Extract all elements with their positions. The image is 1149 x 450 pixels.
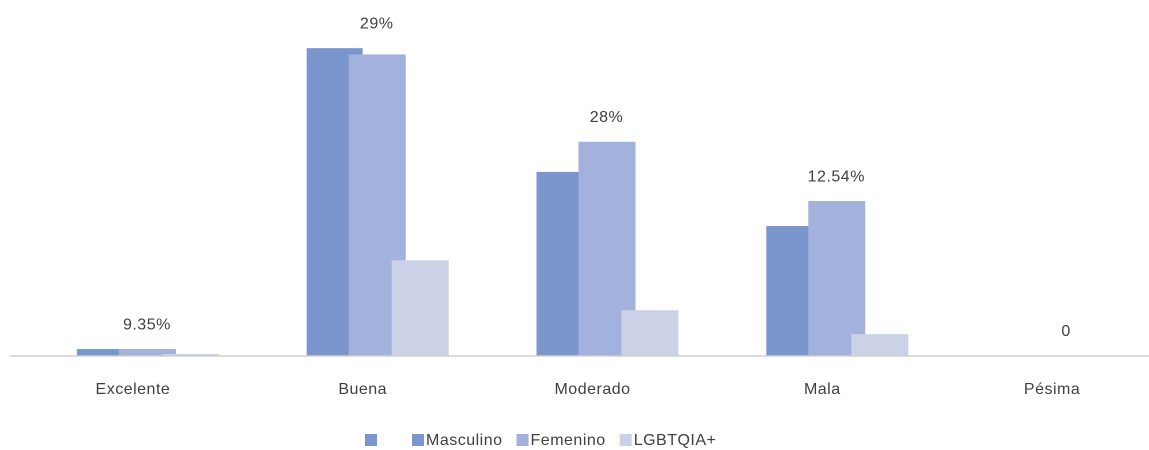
x-tick-label: Pésima (1024, 381, 1080, 398)
legend-swatch (365, 434, 377, 446)
bar (851, 334, 909, 356)
data-label: 28% (590, 109, 624, 126)
legend-label: LGBTQIA+ (634, 432, 717, 449)
data-label: 12.54% (808, 168, 865, 185)
legend-swatch (516, 434, 529, 446)
bar (391, 260, 449, 356)
legend-label: Femenino (531, 432, 606, 449)
data-label: 0 (1061, 323, 1070, 340)
legend-swatch (619, 434, 632, 446)
x-tick-label: Excelente (96, 381, 171, 398)
bar (76, 349, 133, 356)
legend-label: Masculino (426, 432, 503, 449)
x-tick-label: Mala (804, 381, 841, 398)
legend-swatch (412, 434, 424, 446)
data-label: 29% (360, 15, 394, 32)
data-label: 9.35% (123, 316, 171, 333)
bar (118, 349, 176, 356)
x-tick-label: Moderado (554, 381, 630, 398)
bar (161, 353, 219, 356)
bar (808, 201, 866, 356)
bar (621, 310, 679, 356)
x-tick-label: Buena (338, 381, 387, 398)
